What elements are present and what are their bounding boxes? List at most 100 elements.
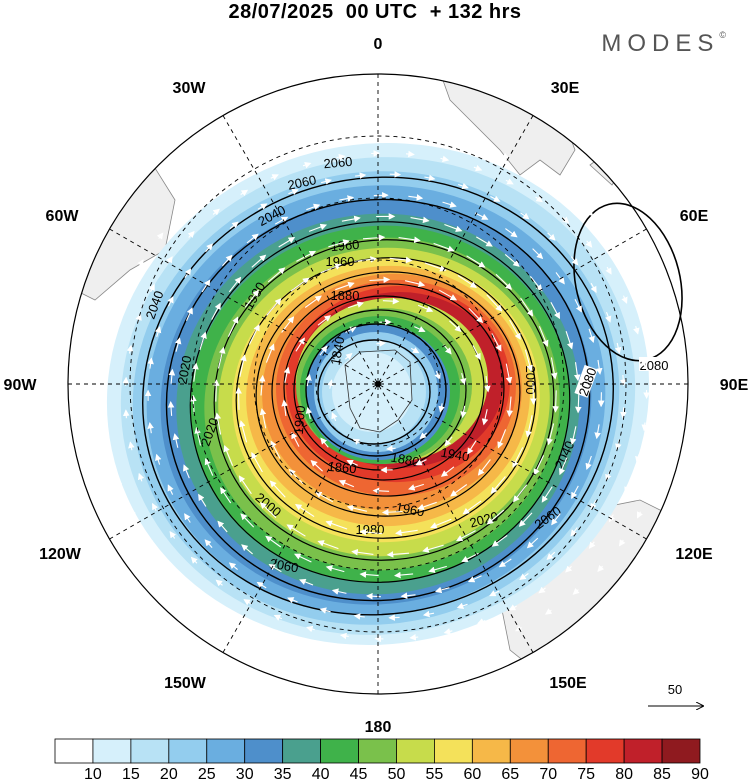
wind-vector bbox=[440, 466, 455, 477]
contour-label-group: 1940 bbox=[440, 445, 471, 465]
wind-vector bbox=[637, 511, 643, 519]
colorbar-swatch bbox=[92, 738, 132, 764]
lon-label-90w: 90W bbox=[4, 377, 38, 394]
contour-label: 2020 bbox=[175, 354, 195, 385]
wind-vector bbox=[650, 481, 657, 490]
contour-label: 1860 bbox=[327, 459, 357, 476]
wind-vector bbox=[546, 551, 556, 561]
wind-vector bbox=[187, 230, 195, 238]
wind-vector bbox=[338, 479, 355, 488]
antarctica-coast bbox=[344, 349, 413, 433]
wind-vector bbox=[415, 459, 427, 466]
wind-vector bbox=[228, 276, 242, 293]
colorbar-tick-label: 90 bbox=[691, 766, 709, 782]
wind-vector bbox=[595, 359, 603, 375]
wind-vector bbox=[462, 500, 482, 515]
colorbar-tick-label: 15 bbox=[122, 766, 140, 782]
wind-vector bbox=[288, 468, 304, 485]
wind-vector bbox=[643, 290, 650, 299]
wind-vector bbox=[605, 266, 612, 275]
wind-vector bbox=[221, 254, 233, 267]
wind-vector bbox=[270, 440, 281, 459]
wind-vector bbox=[339, 632, 349, 640]
wind-vector bbox=[319, 607, 331, 614]
wind-vector bbox=[344, 352, 353, 360]
wind-vector bbox=[621, 295, 628, 304]
colorbar-swatch bbox=[206, 738, 246, 764]
wind-vector bbox=[472, 345, 481, 361]
wind-vector bbox=[608, 234, 616, 242]
contour-line-10 bbox=[317, 339, 431, 445]
wind-vector bbox=[438, 403, 445, 413]
wind-vector bbox=[246, 233, 259, 244]
wind-vector bbox=[268, 564, 282, 573]
wind-vector bbox=[174, 337, 182, 352]
wind-vector bbox=[320, 437, 329, 448]
wind-vector bbox=[520, 212, 530, 220]
colorbar-tick-label: 35 bbox=[274, 766, 292, 782]
wind-vector bbox=[532, 168, 540, 175]
wind-vector bbox=[346, 459, 358, 466]
wind-vector bbox=[335, 281, 355, 291]
wind-vector bbox=[314, 491, 334, 503]
contour-label: 2000 bbox=[523, 366, 538, 395]
wind-vector bbox=[664, 418, 672, 426]
wind-vector bbox=[317, 540, 339, 550]
wind-vector bbox=[295, 337, 305, 352]
wind-vector bbox=[247, 625, 255, 632]
wind-vector bbox=[137, 472, 145, 482]
wind-vector bbox=[205, 243, 214, 253]
wind-vector bbox=[306, 625, 315, 633]
wind-vector bbox=[201, 279, 211, 293]
wind-vector bbox=[635, 454, 642, 464]
lon-label-30w: 30W bbox=[173, 80, 207, 97]
wind-vector bbox=[415, 654, 423, 662]
wind-vector bbox=[569, 426, 577, 446]
wind-vector bbox=[520, 297, 534, 317]
wind-vector bbox=[291, 431, 300, 447]
contour-label-group: 2020 bbox=[468, 509, 500, 531]
graticule bbox=[68, 74, 688, 694]
wind-vector bbox=[565, 565, 573, 573]
reference-vector: 50 bbox=[648, 682, 703, 706]
wind-vector bbox=[270, 174, 279, 181]
wind-vector bbox=[398, 236, 421, 244]
colorbar-tick-label: 50 bbox=[388, 766, 406, 782]
contour-label-group: 1960 bbox=[326, 254, 355, 269]
wind-vector bbox=[199, 331, 207, 351]
wind-vector bbox=[586, 209, 594, 217]
wind-vector bbox=[512, 447, 524, 468]
wind-vector bbox=[287, 597, 298, 604]
colorbar-tick-label: 60 bbox=[463, 766, 481, 782]
wind-vector bbox=[449, 320, 462, 333]
wind-vector bbox=[565, 331, 574, 350]
contour-label: 1940 bbox=[440, 445, 471, 465]
title-lead: + 132 hrs bbox=[429, 1, 522, 23]
wind-vector bbox=[574, 299, 582, 313]
wind-vector bbox=[156, 232, 164, 240]
wind-vector bbox=[382, 297, 400, 305]
wind-vector bbox=[304, 295, 322, 308]
wind-vector bbox=[386, 551, 410, 558]
wind-vector bbox=[348, 301, 364, 309]
wind-vector bbox=[184, 268, 192, 279]
colorbar-swatch bbox=[434, 738, 473, 764]
wind-vector bbox=[302, 161, 312, 169]
wind-vector bbox=[456, 602, 468, 609]
colorbar-swatch bbox=[509, 738, 549, 764]
colorbar-swatch bbox=[244, 738, 284, 764]
reference-vector-label: 50 bbox=[668, 682, 682, 697]
wind-vector bbox=[294, 553, 312, 563]
wind-vector bbox=[545, 608, 553, 615]
colorbar-tick-label: 65 bbox=[501, 766, 519, 782]
contour-label-group: 1980 bbox=[356, 522, 385, 537]
wind-vector bbox=[473, 164, 483, 172]
wind-vector bbox=[266, 298, 282, 316]
contour-line-2 bbox=[189, 221, 571, 583]
contour-label: 1840 bbox=[328, 335, 348, 366]
contour-label-group: 1900 bbox=[291, 405, 308, 435]
wind-vector bbox=[227, 316, 239, 337]
wind-vector bbox=[281, 399, 288, 416]
wind-vector bbox=[550, 302, 561, 320]
